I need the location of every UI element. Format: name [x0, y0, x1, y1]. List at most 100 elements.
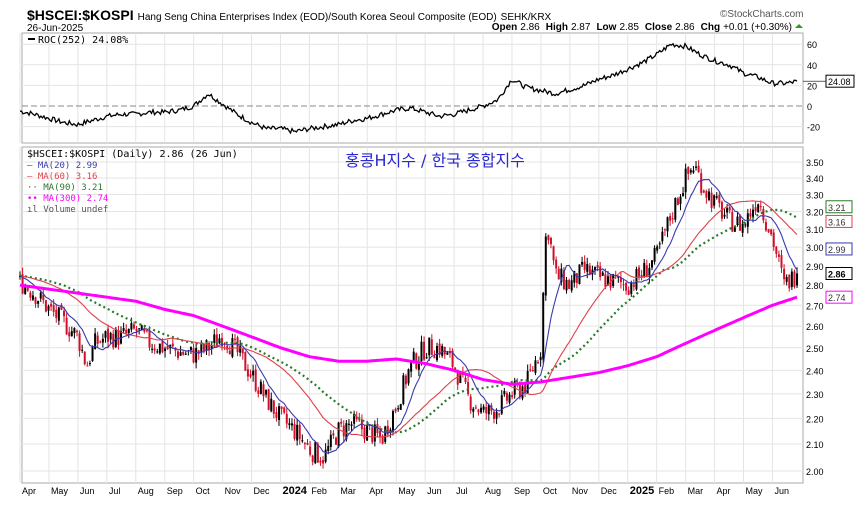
price-candle [679, 196, 682, 205]
price-candle [202, 344, 205, 351]
x-tick-label: Dec [601, 486, 618, 496]
price-candle [715, 196, 718, 198]
price-candle [166, 345, 169, 350]
price-candle [596, 265, 599, 268]
price-candle [653, 247, 656, 262]
price-candle [757, 204, 760, 213]
price-candle [91, 346, 94, 361]
price-y-tick-label: 2.80 [806, 281, 824, 291]
price-candle [394, 408, 397, 412]
x-tick-label: Aug [485, 486, 501, 496]
price-candle [47, 305, 50, 311]
price-y-tick-label: 2.10 [806, 440, 824, 450]
price-candle [314, 442, 317, 464]
price-candle [552, 246, 555, 261]
legend-ma20: — MA(20) 2.99 [27, 161, 97, 171]
price-candle [107, 328, 110, 342]
price-candle [347, 423, 350, 425]
price-candle [736, 216, 739, 226]
price-candle [661, 231, 664, 242]
price-candle [503, 390, 506, 395]
price-candle [213, 334, 216, 343]
price-candle [412, 351, 415, 363]
price-candle [438, 343, 441, 355]
price-candle [290, 423, 293, 426]
price-candle [278, 406, 281, 421]
price-candle [55, 309, 58, 318]
price-candle [114, 328, 117, 348]
price-candle [599, 266, 602, 278]
price-candle [298, 424, 301, 440]
price-candle [456, 372, 459, 385]
price-candle [275, 412, 278, 418]
price-candle [184, 353, 187, 355]
price-tag-text: 3.21 [828, 203, 846, 213]
price-candle [441, 345, 444, 356]
x-tick-label: Nov [225, 486, 242, 496]
price-candle [492, 411, 495, 419]
roc-y-tick-label: -20 [807, 123, 820, 133]
price-candle [436, 346, 439, 361]
price-candle [135, 328, 138, 332]
price-candle [241, 348, 244, 354]
price-candle [329, 434, 332, 447]
price-candle [588, 265, 591, 275]
price-candle [120, 330, 123, 344]
legend-volume: ıl Volume undef [27, 205, 108, 215]
price-value-tag: 2.74 [825, 290, 853, 304]
price-candle [505, 393, 508, 401]
price-candle [192, 348, 195, 363]
price-candle [785, 277, 788, 282]
price-candle [345, 423, 348, 440]
price-tag-box [825, 290, 853, 304]
chg-value: +0.01 (+0.30%) [723, 22, 792, 33]
x-tick-label: Oct [196, 486, 211, 496]
x-tick-label: Feb [659, 486, 675, 496]
roc-legend-label: ROC(252) 24.08% [38, 35, 128, 46]
price-candle [451, 350, 454, 367]
price-candle [777, 254, 780, 257]
chart-date: 26-Jun-2025 [27, 23, 84, 34]
price-candle [467, 381, 470, 395]
price-y-tick-label: 3.10 [806, 225, 824, 235]
price-candle [640, 275, 643, 278]
price-candle [480, 407, 483, 413]
price-candle [233, 338, 236, 340]
price-candle [109, 332, 112, 340]
price-candle [650, 260, 653, 268]
price-candle [578, 264, 581, 285]
price-candle [622, 284, 625, 286]
price-candle [272, 400, 275, 414]
price-candle [764, 221, 767, 231]
price-candle [772, 232, 775, 248]
price-candle [402, 375, 405, 404]
price-candle [83, 351, 86, 365]
price-candle [122, 327, 125, 331]
price-candle [399, 404, 402, 410]
price-y-tick-label: 2.00 [806, 467, 824, 477]
price-candle [666, 217, 669, 232]
price-candle [669, 215, 672, 221]
price-candle [112, 333, 115, 348]
price-candle [397, 408, 400, 410]
price-candle [99, 341, 102, 343]
price-candle [296, 424, 299, 441]
price-candle [322, 460, 325, 464]
price-candle [42, 294, 45, 301]
legend-ma90: ·· MA(90) 3.21 [27, 183, 103, 193]
price-value-tag: 2.86 [825, 267, 853, 281]
price-candle [218, 338, 221, 344]
price-y-tick-label: 3.50 [806, 158, 824, 168]
x-tick-label: Mar [340, 486, 356, 496]
close-value: 2.86 [675, 22, 695, 33]
price-candle [88, 363, 91, 365]
x-tick-label: Dec [254, 486, 271, 496]
price-candle [676, 198, 679, 205]
price-candle [524, 384, 527, 394]
price-tag-box [825, 214, 853, 228]
price-candle [127, 329, 130, 333]
price-candle [780, 255, 783, 268]
high-label: High [546, 22, 568, 33]
price-candle [643, 262, 646, 278]
